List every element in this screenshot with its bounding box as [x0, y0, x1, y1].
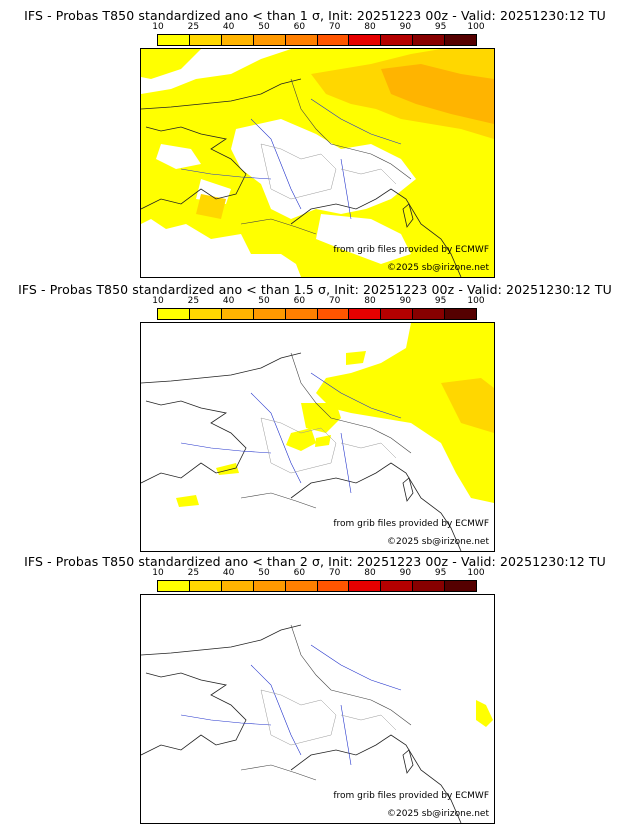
colorbar-swatch	[381, 309, 414, 319]
colorbar-tick-label: 40	[222, 296, 235, 306]
colorbar-tick-label: 80	[364, 22, 376, 32]
copyright-credit: ©2025 sb@irizone.net	[387, 537, 489, 547]
colorbar-swatch	[317, 309, 350, 319]
colorbar-swatch	[158, 309, 190, 319]
colorbar-tick-label: 90	[399, 568, 412, 578]
colorbar-swatch	[158, 581, 190, 591]
colorbar-tick-label: 10	[152, 568, 164, 578]
colorbar-tick-label: 90	[399, 296, 412, 306]
colorbar-swatch	[317, 35, 350, 45]
panel-title: IFS - Probas T850 standardized ano < tha…	[24, 8, 606, 23]
colorbar-swatch	[349, 581, 382, 591]
colorbar-tick-label: 95	[434, 22, 447, 32]
map-panel-1: IFS - Probas T850 standardized ano < tha…	[0, 0, 630, 278]
colorbar-swatch	[413, 309, 446, 319]
colorbar-swatch	[445, 581, 477, 591]
colorbar-swatch	[221, 309, 254, 319]
colorbar-tick-label: 100	[467, 568, 485, 578]
colorbar-tick-label: 10	[152, 22, 164, 32]
colorbar-swatch	[381, 581, 414, 591]
colorbar-labels: 10 25 40 50 60 70 80 90 95 100	[152, 568, 484, 579]
colorbar-tick-label: 80	[364, 568, 376, 578]
map-panel-2: IFS - Probas T850 standardized ano < tha…	[0, 274, 630, 552]
colorbar-swatch	[189, 35, 222, 45]
colorbar	[157, 34, 477, 46]
colorbar-tick-label: 95	[434, 296, 447, 306]
source-credit: from grib files provided by ECMWF	[333, 791, 489, 801]
colorbar-swatch	[253, 581, 286, 591]
colorbar-tick-label: 40	[222, 22, 235, 32]
colorbar-tick-label: 25	[187, 22, 200, 32]
source-credit: from grib files provided by ECMWF	[333, 519, 489, 529]
colorbar-swatch	[381, 35, 414, 45]
colorbar-tick-label: 50	[258, 296, 270, 306]
probability-map: from grib files provided by ECMWF ©2025 …	[140, 322, 495, 552]
colorbar-swatch	[413, 581, 446, 591]
colorbar-tick-label: 25	[187, 296, 200, 306]
map-panel-3: IFS - Probas T850 standardized ano < tha…	[0, 546, 630, 824]
colorbar-swatch	[285, 581, 318, 591]
colorbar-tick-label: 50	[258, 22, 270, 32]
colorbar-tick-label: 100	[467, 296, 485, 306]
colorbar-tick-label: 70	[328, 22, 341, 32]
probability-map: from grib files provided by ECMWF ©2025 …	[140, 48, 495, 278]
panel-title: IFS - Probas T850 standardized ano < tha…	[24, 554, 606, 569]
map-canvas	[141, 624, 493, 823]
colorbar-swatch	[221, 581, 254, 591]
colorbar-tick-label: 70	[328, 296, 341, 306]
colorbar-swatch	[253, 35, 286, 45]
colorbar	[157, 308, 477, 320]
colorbar-swatch	[221, 35, 254, 45]
colorbar-swatch	[189, 581, 222, 591]
colorbar-labels: 10 25 40 50 60 70 80 90 95 100	[152, 296, 484, 307]
colorbar-tick-label: 60	[293, 22, 306, 32]
map-canvas	[141, 49, 494, 277]
colorbar-tick-label: 100	[467, 22, 485, 32]
colorbar-tick-label: 95	[434, 568, 447, 578]
source-credit: from grib files provided by ECMWF	[333, 245, 489, 255]
colorbar-tick-label: 80	[364, 296, 376, 306]
colorbar-swatch	[349, 35, 382, 45]
probability-map: from grib files provided by ECMWF ©2025 …	[140, 594, 495, 824]
colorbar-swatch	[189, 309, 222, 319]
colorbar-tick-label: 90	[399, 22, 412, 32]
copyright-credit: ©2025 sb@irizone.net	[387, 809, 489, 819]
colorbar-swatch	[253, 309, 286, 319]
colorbar-tick-label: 10	[152, 296, 164, 306]
colorbar-swatch	[413, 35, 446, 45]
panel-title: IFS - Probas T850 standardized ano < tha…	[18, 282, 612, 297]
map-canvas	[141, 323, 494, 551]
colorbar-tick-label: 70	[328, 568, 341, 578]
colorbar-swatch	[317, 581, 350, 591]
colorbar-swatch	[285, 309, 318, 319]
colorbar-swatch	[349, 309, 382, 319]
copyright-credit: ©2025 sb@irizone.net	[387, 263, 489, 273]
colorbar-tick-label: 40	[222, 568, 235, 578]
colorbar-swatch	[445, 309, 477, 319]
colorbar-swatch	[285, 35, 318, 45]
colorbar-tick-label: 25	[187, 568, 200, 578]
colorbar-tick-label: 60	[293, 568, 306, 578]
colorbar-tick-label: 50	[258, 568, 270, 578]
colorbar-tick-label: 60	[293, 296, 306, 306]
colorbar-swatch	[445, 35, 477, 45]
colorbar-labels: 10 25 40 50 60 70 80 90 95 100	[152, 22, 484, 33]
colorbar	[157, 580, 477, 592]
colorbar-swatch	[158, 35, 190, 45]
